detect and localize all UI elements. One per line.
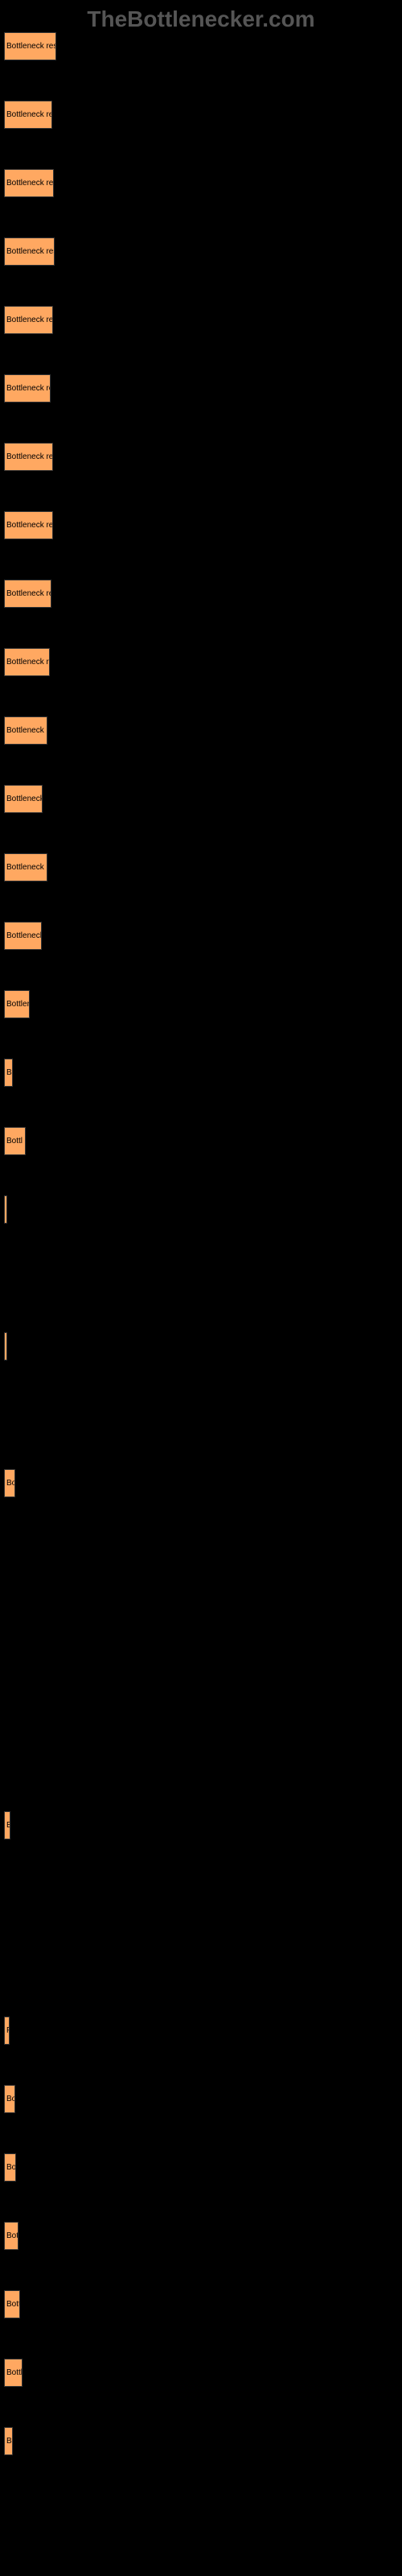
- bar-row: [4, 1538, 402, 1566]
- bar: Bottleneck r: [4, 853, 47, 881]
- bar: Bottleneck r: [4, 716, 47, 745]
- bar-row: [4, 1195, 402, 1224]
- bar: B: [4, 2427, 13, 2455]
- bar: F: [4, 2017, 10, 2045]
- bar-row: Bottleneck res: [4, 101, 402, 129]
- bar-chart: Bottleneck resu Bottleneck res Bottleneck …: [0, 0, 402, 2455]
- bar-row: B: [4, 2427, 402, 2455]
- bar-label: Bottleneck r: [6, 726, 47, 735]
- bar-label: B: [6, 1068, 12, 1077]
- bar-label: Bottleneck res: [6, 179, 54, 188]
- bar: [4, 1195, 7, 1224]
- bar-row: Bottleneck re: [4, 648, 402, 676]
- bar: [4, 1332, 7, 1360]
- bar-row: Bottleneck res: [4, 169, 402, 197]
- bar-row: Bottleneck res: [4, 237, 402, 266]
- bar-row: [4, 1606, 402, 1634]
- bar: Bo: [4, 1469, 15, 1497]
- bar: Bo: [4, 2085, 15, 2113]
- bar-label: B: [6, 2437, 12, 2446]
- bar-row: Bottleneck res: [4, 306, 402, 334]
- bar-row: Bottl: [4, 2359, 402, 2387]
- bar-label: Bottleneck: [6, 795, 43, 803]
- bar-row: [4, 1264, 402, 1292]
- bar: Bottleneck resu: [4, 32, 56, 60]
- bar-label: Bottleneck res: [6, 110, 52, 119]
- bar-row: Bot: [4, 2222, 402, 2250]
- bar: Bo: [4, 2153, 16, 2182]
- bar: B: [4, 1059, 13, 1087]
- bar: Bottleneck: [4, 922, 42, 950]
- bar-row: Bottleneck re: [4, 374, 402, 402]
- bar-label: Bottleneck re: [6, 384, 51, 393]
- bar-label: Bottleneck re: [6, 658, 50, 667]
- bar: Bottleneck res: [4, 511, 53, 539]
- bar-row: Bo: [4, 2085, 402, 2113]
- bar: Bottleneck: [4, 785, 43, 813]
- bar-label: Bott: [6, 2300, 20, 2309]
- bar: Bottleneck re: [4, 580, 51, 608]
- bar-row: Bottleneck r: [4, 716, 402, 745]
- bar-label: Bottleneck res: [6, 452, 53, 461]
- bar-row: [4, 1401, 402, 1429]
- bar: Bottler: [4, 990, 30, 1018]
- bar-row: Bottl: [4, 1127, 402, 1155]
- bar-row: B: [4, 1059, 402, 1087]
- bar: Bottleneck re: [4, 648, 50, 676]
- bar: Bottleneck res: [4, 237, 55, 266]
- bar-label: Bo: [6, 1479, 15, 1488]
- bar-row: Bottleneck r: [4, 853, 402, 881]
- bar-row: Bo: [4, 2153, 402, 2182]
- bar: Bottl: [4, 1127, 26, 1155]
- bar: E: [4, 1811, 10, 1839]
- bar-row: [4, 1674, 402, 1703]
- bar-label: Bottl: [6, 2368, 23, 2377]
- bar-row: [4, 1332, 402, 1360]
- bar-label: Bo: [6, 2163, 16, 2172]
- bar-label: Bot: [6, 2231, 18, 2240]
- bar-label: Bottleneck resu: [6, 42, 56, 51]
- bar-row: Bottleneck: [4, 785, 402, 813]
- bar-label: F: [6, 2026, 10, 2035]
- bar: Bottleneck res: [4, 443, 53, 471]
- bar: Bottl: [4, 2359, 23, 2387]
- bar-label: Bottleneck r: [6, 863, 47, 872]
- bar-row: Bott: [4, 2290, 402, 2318]
- bar-label: Bottl: [6, 1137, 23, 1146]
- bar: Bottleneck res: [4, 169, 54, 197]
- bar-label: Bottleneck re: [6, 589, 51, 598]
- bar-label: Bottleneck res: [6, 316, 53, 324]
- bar-label: Bottleneck res: [6, 247, 55, 256]
- bar-row: Bottleneck res: [4, 511, 402, 539]
- bar-row: Bottleneck re: [4, 580, 402, 608]
- bar-label: Bottleneck res: [6, 521, 53, 530]
- bar-row: Bottleneck: [4, 922, 402, 950]
- bar-row: [4, 1743, 402, 1771]
- bar-label: Bottleneck: [6, 931, 42, 940]
- bar-row: Bottler: [4, 990, 402, 1018]
- bar-row: Bottleneck res: [4, 443, 402, 471]
- bar-label: E: [6, 1821, 10, 1830]
- bar-row: E: [4, 1811, 402, 1839]
- bar: Bot: [4, 2222, 18, 2250]
- bar: Bottleneck res: [4, 306, 53, 334]
- bar-row: [4, 1948, 402, 1976]
- bar-row: F: [4, 2017, 402, 2045]
- bar: Bott: [4, 2290, 20, 2318]
- bar: Bottleneck re: [4, 374, 51, 402]
- bar-label: Bottler: [6, 1000, 30, 1009]
- bar-row: [4, 1880, 402, 1908]
- bar-row: Bottleneck resu: [4, 32, 402, 60]
- bar-label: Bo: [6, 2095, 15, 2103]
- bar: Bottleneck res: [4, 101, 52, 129]
- bar-row: Bo: [4, 1469, 402, 1497]
